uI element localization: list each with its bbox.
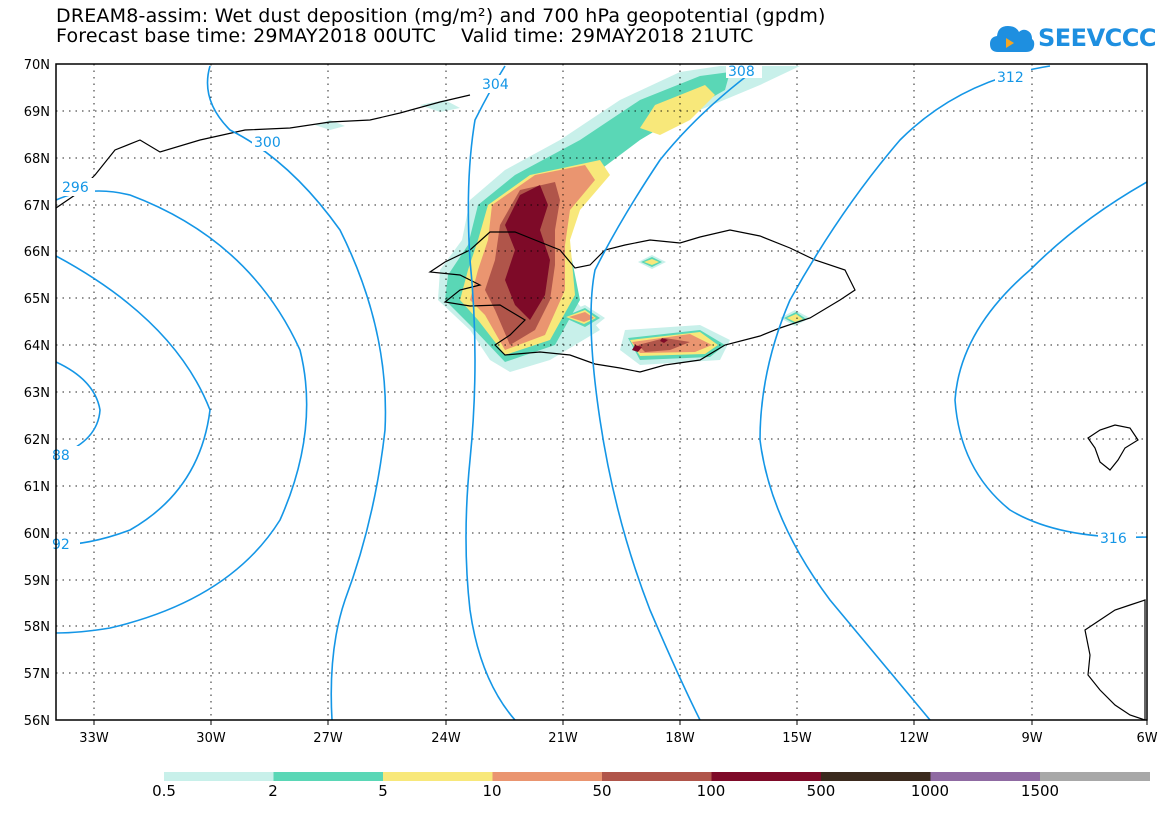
contour-292: [56, 255, 211, 546]
colorbar-swatch: [492, 772, 603, 781]
lon-label: 33W: [79, 731, 109, 746]
lat-label: 65N: [24, 292, 50, 307]
cloud-icon: [990, 26, 1035, 52]
lon-label: 27W: [313, 731, 343, 746]
colorbar-label: 1500: [1020, 782, 1060, 800]
colorbar-label: 100: [696, 782, 726, 800]
colorbar-label: 1000: [910, 782, 950, 800]
colorbar-label: 500: [806, 782, 836, 800]
lat-label: 63N: [24, 386, 50, 401]
greenland-coastline: [56, 94, 471, 209]
contour-296: [56, 190, 308, 634]
contour-label-300: 300: [254, 135, 281, 151]
lon-label: 24W: [431, 731, 461, 746]
colorbar-swatch: [711, 772, 822, 781]
lat-label: 64N: [24, 339, 50, 354]
map-title-line1: DREAM8-assim: Wet dust deposition (mg/m²…: [56, 5, 826, 27]
iceland-coastline: [428, 229, 856, 373]
scotland-coastline: [1084, 599, 1146, 720]
lat-label: 69N: [24, 105, 50, 120]
lon-label: 21W: [548, 731, 578, 746]
contour-label-316: 316: [1100, 531, 1127, 547]
colorbar-swatch: [602, 772, 712, 781]
latitude-labels: 70N 69N 68N 67N 66N 65N 64N 63N 62N 61N …: [24, 58, 50, 729]
lat-label: 56N: [24, 714, 50, 729]
colorbar-label: 0.5: [152, 782, 176, 800]
lat-label: 62N: [24, 433, 50, 448]
colorbar: [164, 772, 1150, 781]
lat-label: 70N: [24, 58, 50, 73]
contour-label-304: 304: [482, 77, 509, 93]
lat-label: 58N: [24, 620, 50, 635]
contour-label-288: 88: [52, 448, 70, 464]
seevccc-logo: SEEVCCC: [988, 18, 1157, 58]
dust-level-100: [505, 185, 550, 320]
colorbar-swatch: [164, 772, 274, 781]
contour-308: [590, 65, 761, 720]
colorbar-label: 5: [378, 782, 388, 800]
lat-label: 67N: [24, 199, 50, 214]
colorbar-swatch: [821, 772, 931, 781]
dust-level-5: [640, 85, 715, 135]
faroes-coastline: [1087, 424, 1139, 471]
colorbar-swatch: [273, 772, 384, 781]
lon-label: 9W: [1021, 731, 1042, 746]
lon-label: 18W: [665, 731, 695, 746]
colorbar-swatch: [930, 772, 1041, 781]
contour-label-308: 308: [728, 64, 755, 80]
coastlines: [56, 94, 1146, 720]
lon-label: 12W: [899, 731, 929, 746]
contour-300: [206, 65, 387, 720]
colorbar-label: 50: [592, 782, 612, 800]
map-frame: [55, 63, 1148, 721]
geopotential-contours: [56, 65, 1147, 720]
contour-312: [759, 65, 1051, 720]
contour-304: [465, 65, 516, 720]
longitude-labels: 33W 30W 27W 24W 21W 18W 15W 12W 9W 6W: [79, 731, 1157, 746]
contour-288: [56, 361, 101, 456]
colorbar-label: 2: [268, 782, 278, 800]
contour-label-292: 92: [52, 537, 70, 553]
lon-label: 30W: [196, 731, 226, 746]
lon-label: 6W: [1136, 731, 1157, 746]
contour-label-296: 296: [62, 180, 89, 196]
colorbar-swatch: [1040, 772, 1150, 781]
lat-label: 60N: [24, 527, 50, 542]
contour-labels: 88 92 296 300 304 308 312 316: [50, 62, 1136, 554]
lat-label: 68N: [24, 152, 50, 167]
lat-label: 59N: [24, 574, 50, 589]
colorbar-label: 10: [482, 782, 502, 800]
map-title-line2: Forecast base time: 29MAY2018 00UTC Vali…: [56, 25, 754, 47]
lat-label: 57N: [24, 667, 50, 682]
logo-text: SEEVCCC: [1038, 24, 1157, 52]
lon-label: 15W: [782, 731, 812, 746]
tick-marks: [93, 720, 1148, 725]
colorbar-swatch: [383, 772, 493, 781]
dust-deposition-field: [315, 66, 810, 372]
lat-label: 61N: [24, 480, 50, 495]
contour-316: [954, 181, 1147, 539]
graticule: [56, 64, 1147, 720]
lat-label: 66N: [24, 245, 50, 260]
contour-label-312: 312: [997, 70, 1024, 86]
